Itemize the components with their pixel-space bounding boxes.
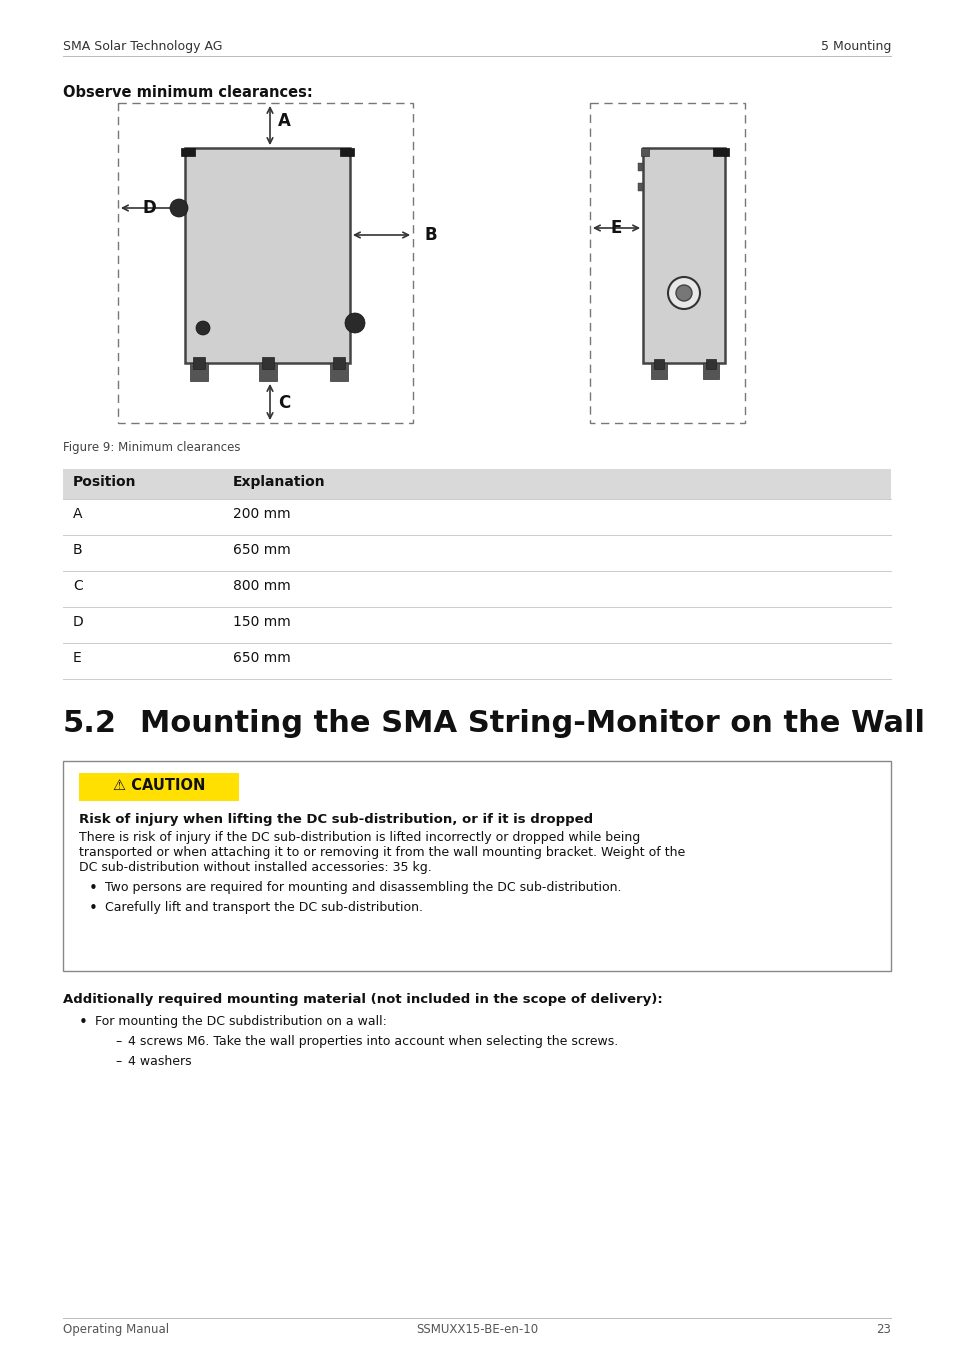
Bar (181, 148, 194, 156)
Circle shape (195, 321, 210, 334)
Bar (638, 162, 642, 171)
Text: SSMUXX15-BE-en-10: SSMUXX15-BE-en-10 (416, 1323, 537, 1336)
Text: •: • (89, 881, 98, 896)
Text: Position: Position (73, 475, 136, 489)
Text: Carefully lift and transport the DC sub-distribution.: Carefully lift and transport the DC sub-… (105, 900, 422, 914)
Bar (185, 148, 350, 363)
Text: ⚠ CAUTION: ⚠ CAUTION (112, 779, 205, 793)
Text: E: E (73, 651, 82, 665)
Circle shape (667, 278, 700, 309)
Text: transported or when attaching it to or removing it from the wall mounting bracke: transported or when attaching it to or r… (79, 846, 684, 858)
Text: 4 washers: 4 washers (128, 1055, 192, 1068)
Bar (702, 363, 719, 379)
Bar (712, 148, 728, 156)
Text: •: • (79, 1016, 88, 1030)
Text: D: D (73, 615, 84, 630)
Bar (193, 357, 205, 370)
Text: 800 mm: 800 mm (233, 580, 291, 593)
Text: There is risk of injury if the DC sub-distribution is lifted incorrectly or drop: There is risk of injury if the DC sub-di… (79, 831, 639, 844)
Text: –: – (115, 1055, 121, 1068)
Bar (640, 148, 648, 156)
Text: A: A (277, 112, 291, 130)
Bar (333, 357, 345, 370)
Text: DC sub-distribution without installed accessories: 35 kg.: DC sub-distribution without installed ac… (79, 861, 432, 873)
Text: Figure 9: Minimum clearances: Figure 9: Minimum clearances (63, 441, 240, 454)
Text: •: • (89, 900, 98, 917)
Bar (79, 773, 239, 802)
Bar (330, 363, 348, 380)
Bar (650, 363, 666, 379)
Bar (642, 148, 724, 363)
Text: 5 Mounting: 5 Mounting (820, 41, 890, 53)
Bar (262, 357, 274, 370)
Text: Operating Manual: Operating Manual (63, 1323, 169, 1336)
Text: Two persons are required for mounting and disassembling the DC sub-distribution.: Two persons are required for mounting an… (105, 881, 620, 894)
Text: B: B (73, 543, 83, 556)
Bar (190, 363, 208, 380)
Text: E: E (610, 219, 621, 237)
Text: 4 screws M6. Take the wall properties into account when selecting the screws.: 4 screws M6. Take the wall properties in… (128, 1034, 618, 1048)
Text: 650 mm: 650 mm (233, 651, 291, 665)
Text: 23: 23 (875, 1323, 890, 1336)
Circle shape (676, 284, 691, 301)
Text: Additionally required mounting material (not included in the scope of delivery):: Additionally required mounting material … (63, 992, 662, 1006)
Text: 150 mm: 150 mm (233, 615, 291, 630)
Bar (63, 468, 890, 500)
Text: Explanation: Explanation (233, 475, 325, 489)
Bar (258, 363, 276, 380)
Bar (638, 183, 642, 191)
Circle shape (345, 313, 365, 333)
Bar (63, 761, 890, 971)
Text: Observe minimum clearances:: Observe minimum clearances: (63, 85, 313, 100)
Bar (654, 359, 663, 370)
Text: C: C (277, 394, 290, 412)
Text: C: C (73, 580, 83, 593)
Text: 5.2: 5.2 (63, 709, 117, 738)
Text: Risk of injury when lifting the DC sub-distribution, or if it is dropped: Risk of injury when lifting the DC sub-d… (79, 812, 593, 826)
Bar (705, 359, 716, 370)
Bar (339, 148, 354, 156)
Text: B: B (424, 226, 437, 244)
Text: 200 mm: 200 mm (233, 506, 291, 521)
Text: 650 mm: 650 mm (233, 543, 291, 556)
Text: Mounting the SMA String-Monitor on the Wall: Mounting the SMA String-Monitor on the W… (140, 709, 924, 738)
Circle shape (170, 199, 188, 217)
Text: –: – (115, 1034, 121, 1048)
Text: A: A (73, 506, 82, 521)
Text: For mounting the DC subdistribution on a wall:: For mounting the DC subdistribution on a… (95, 1016, 387, 1028)
Text: D: D (143, 199, 156, 217)
Text: SMA Solar Technology AG: SMA Solar Technology AG (63, 41, 222, 53)
